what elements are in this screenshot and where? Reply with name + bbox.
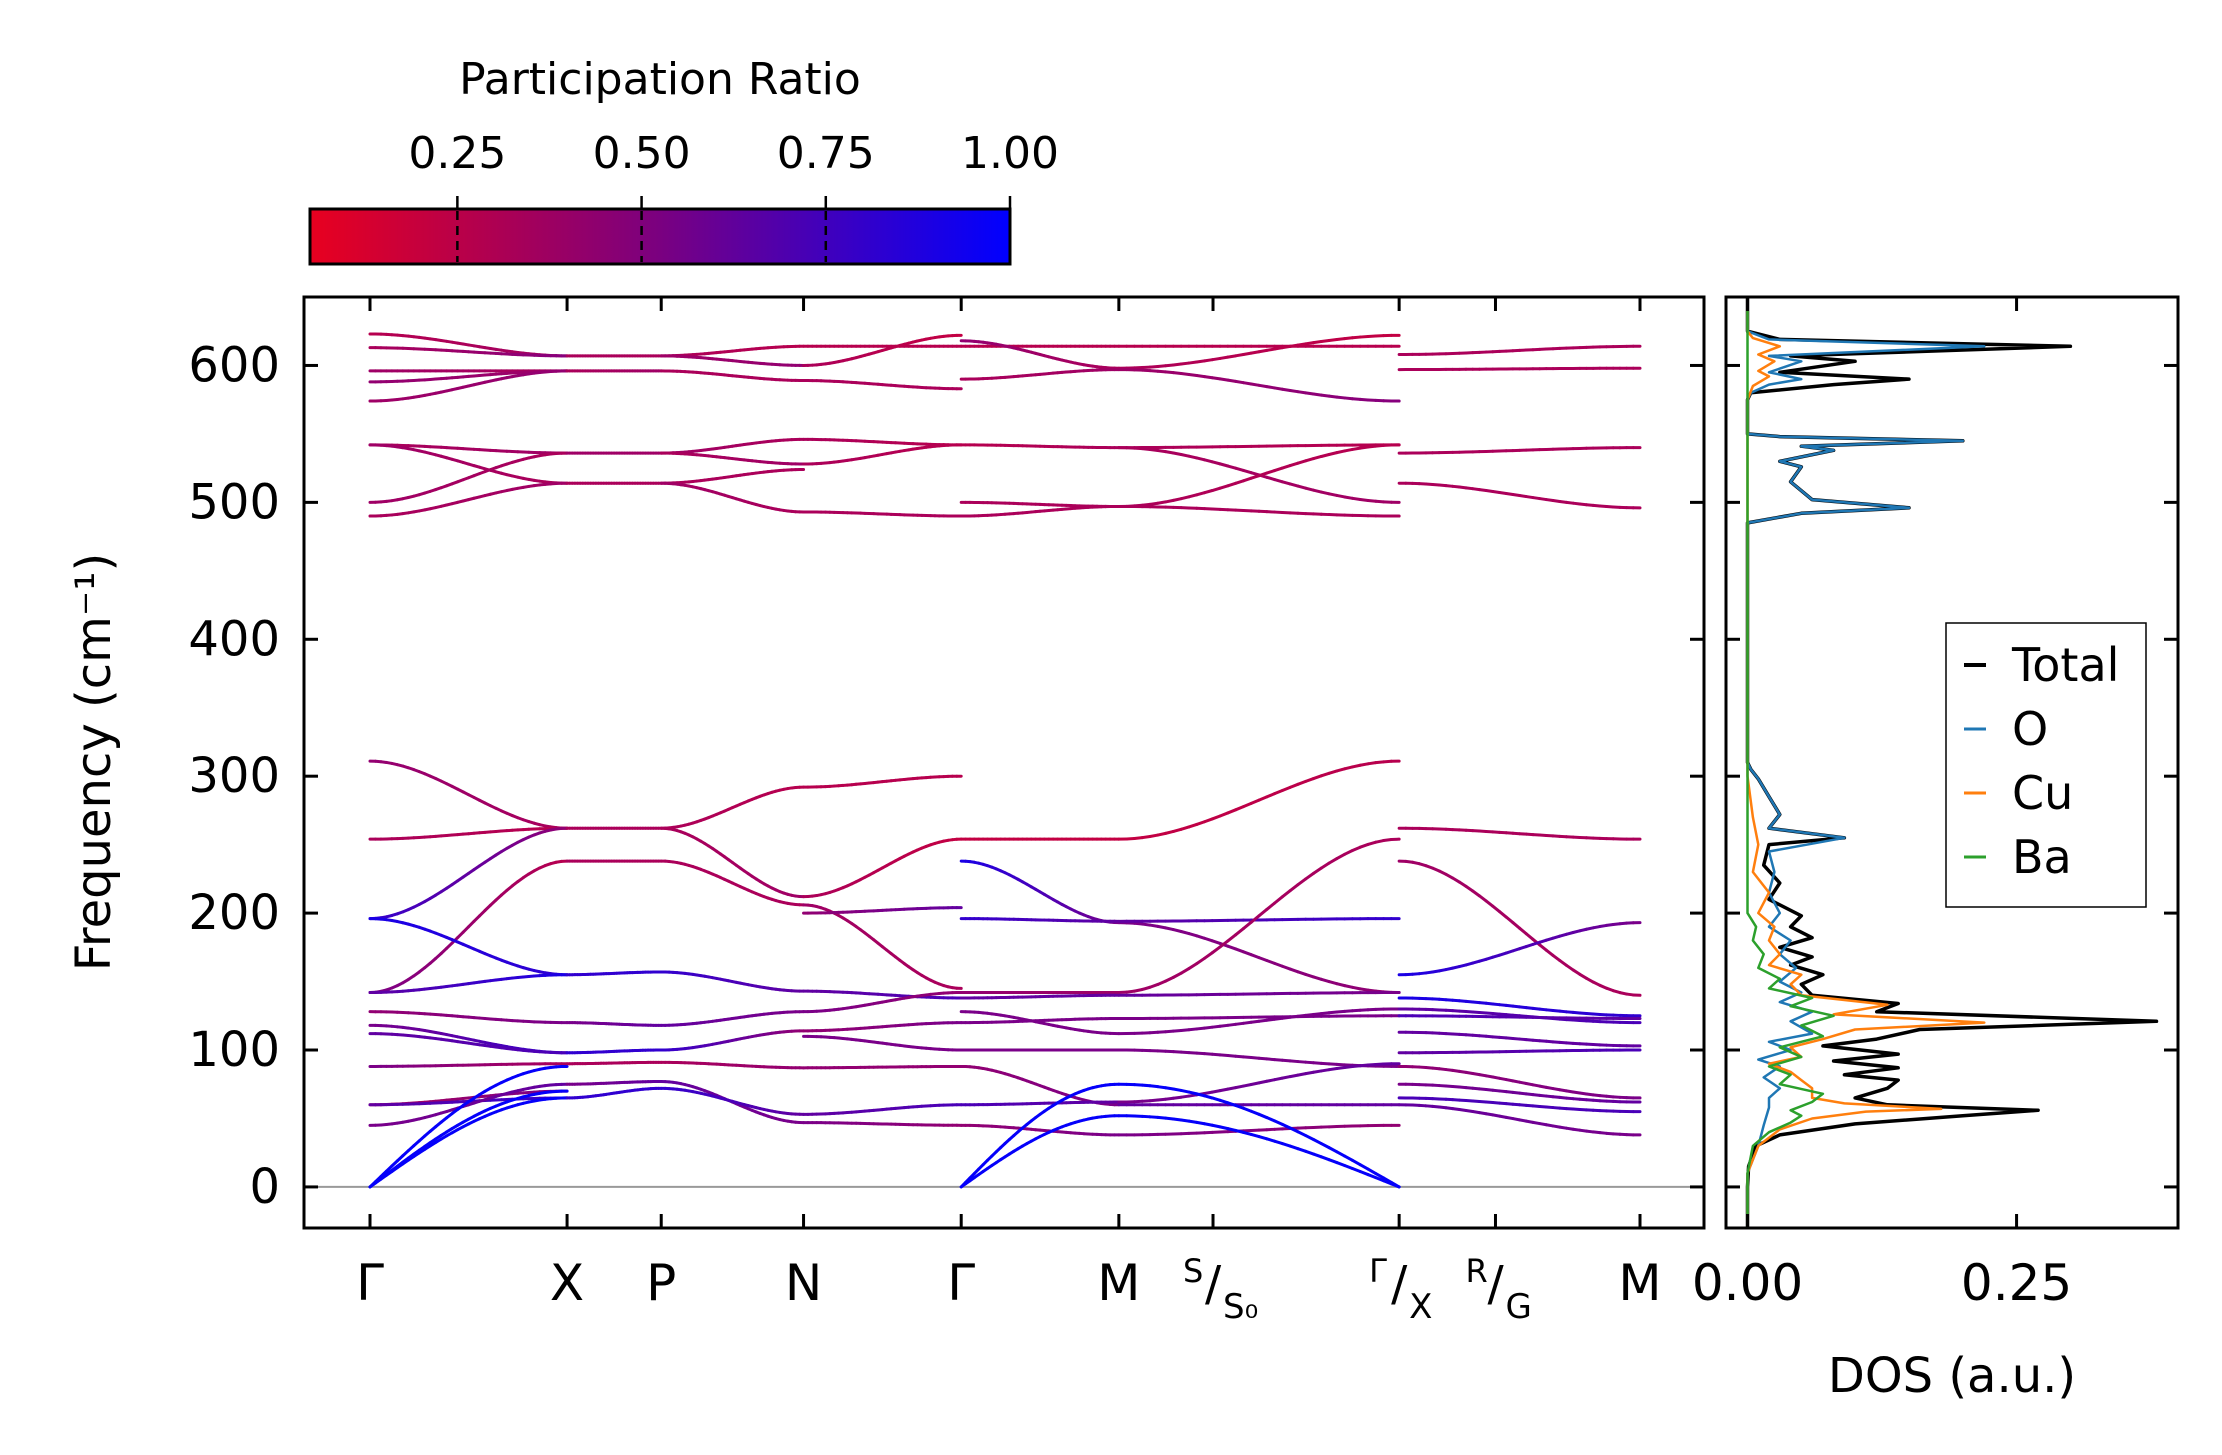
k-label-sub: X bbox=[1409, 1287, 1432, 1327]
colorbar-gradient bbox=[308, 207, 1012, 266]
band-segment bbox=[1296, 877, 1308, 887]
colorbar-tick-label: 0.50 bbox=[593, 128, 691, 179]
k-label: N bbox=[785, 1254, 822, 1312]
k-label-slash: / bbox=[1391, 1256, 1408, 1312]
phonon-band-lines bbox=[304, 332, 1704, 1189]
band-segment bbox=[1389, 1180, 1401, 1189]
band-segment bbox=[1203, 951, 1214, 960]
dos-panel-frame bbox=[1724, 295, 2180, 1230]
colorbar-ticks: 0.25 0.50 0.75 1.00 bbox=[408, 128, 1059, 262]
dos-x-axis-label: DOS (a.u.) bbox=[1828, 1348, 2076, 1404]
y-tick-label: 0 bbox=[249, 1159, 280, 1215]
colorbar: Participation Ratio 0.25 0.50 0.75 1.00 bbox=[308, 54, 1059, 266]
colorbar-tick-label: 0.75 bbox=[777, 128, 875, 179]
dos-legend: Total O Cu Ba bbox=[1945, 622, 2147, 908]
band-panel-frame bbox=[302, 295, 1706, 1230]
y-tick-label: 600 bbox=[188, 337, 280, 393]
band-segment bbox=[1280, 889, 1292, 899]
k-label-sub: G bbox=[1505, 1287, 1531, 1327]
colorbar-title: Participation Ratio bbox=[459, 54, 861, 105]
band-segment bbox=[1288, 883, 1300, 893]
k-label: X bbox=[550, 1254, 584, 1312]
band-segment bbox=[1257, 907, 1269, 918]
band-segment bbox=[1319, 861, 1331, 870]
dos-curve-ba bbox=[1746, 297, 1835, 1228]
legend-box bbox=[1945, 622, 2147, 908]
k-label: M bbox=[1618, 1254, 1661, 1312]
y-tick-label: 300 bbox=[188, 748, 280, 804]
k-label-main: S bbox=[1183, 1252, 1203, 1290]
band-segment bbox=[1218, 939, 1230, 949]
dos-curves bbox=[1745, 297, 2159, 1228]
dos-panel: 0.00 0.25 DOS (a.u.) Total O Cu Ba bbox=[1692, 295, 2180, 1404]
colorbar-tick-label: 1.00 bbox=[961, 128, 1059, 179]
k-label-slash: / bbox=[1487, 1256, 1504, 1312]
k-label-slash: / bbox=[1205, 1256, 1222, 1312]
k-label: P bbox=[646, 1254, 676, 1312]
band-segment bbox=[1210, 945, 1222, 955]
y-axis-label: Frequency (cm⁻¹) bbox=[66, 553, 122, 971]
legend-label-total: Total bbox=[2011, 638, 2119, 692]
y-tick-label: 400 bbox=[188, 611, 280, 667]
y-tick-label: 200 bbox=[188, 885, 280, 941]
y-tick-label: 500 bbox=[188, 474, 280, 530]
band-segment bbox=[1195, 956, 1207, 966]
dos-axis-ticks: 0.00 0.25 bbox=[1692, 297, 2178, 1312]
band-segment bbox=[1304, 871, 1315, 881]
colorbar-tick-label: 0.25 bbox=[408, 128, 506, 179]
band-segment bbox=[1327, 857, 1339, 865]
band-segment bbox=[1273, 895, 1284, 905]
band-segment bbox=[1249, 914, 1261, 924]
band-segment bbox=[1311, 866, 1323, 875]
k-label: Γ bbox=[356, 1254, 384, 1312]
k-label: Γ bbox=[947, 1254, 975, 1312]
band-segment bbox=[1265, 901, 1277, 911]
k-label-main: R bbox=[1465, 1252, 1487, 1290]
y-tick-label: 100 bbox=[188, 1022, 280, 1078]
dos-x-tick-label: 0.00 bbox=[1692, 1254, 1803, 1312]
legend-label-o: O bbox=[2012, 702, 2048, 756]
legend-label-ba: Ba bbox=[2012, 830, 2072, 884]
band-segment bbox=[1234, 927, 1245, 937]
band-segment bbox=[1241, 920, 1253, 931]
dos-curve-cu bbox=[1746, 297, 1986, 1228]
legend-label-cu: Cu bbox=[2012, 766, 2073, 820]
k-label-sub: S₀ bbox=[1223, 1287, 1258, 1327]
k-label: M bbox=[1097, 1254, 1140, 1312]
band-segment bbox=[1179, 967, 1191, 975]
band-segment bbox=[1226, 933, 1238, 943]
k-label-main: Γ bbox=[1369, 1252, 1387, 1290]
dos-x-tick-label: 0.25 bbox=[1961, 1254, 2072, 1312]
band-segment bbox=[1187, 962, 1199, 971]
